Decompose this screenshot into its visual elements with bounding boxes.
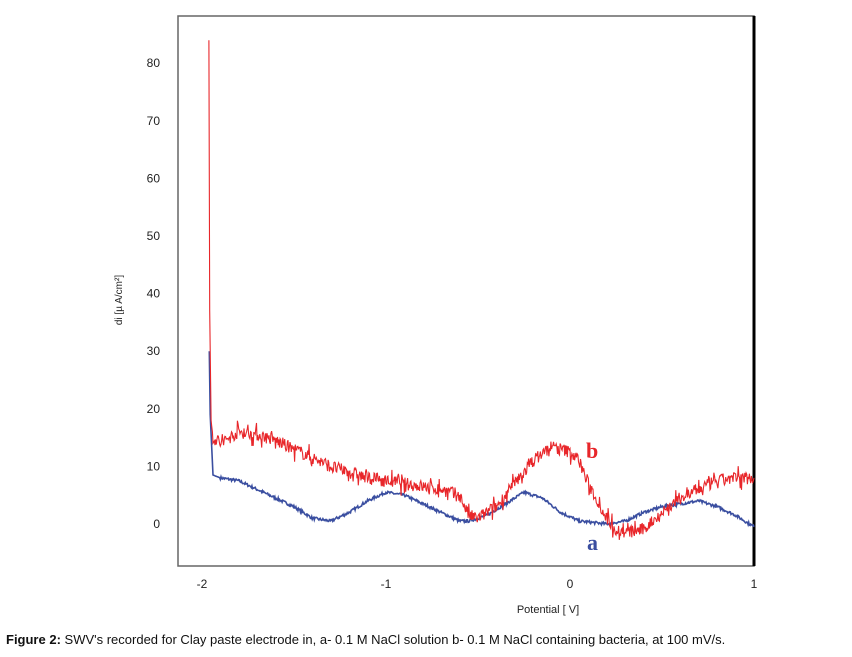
y-tick-label: 10 — [147, 459, 161, 473]
x-tick-label: -1 — [381, 577, 392, 591]
y-tick-label: 20 — [147, 402, 161, 416]
y-tick-label: 80 — [147, 56, 161, 70]
x-tick-label: 0 — [567, 577, 574, 591]
caption-label: Figure 2: — [6, 632, 61, 647]
x-tick-label: -2 — [197, 577, 208, 591]
series-line-b — [208, 40, 755, 540]
y-tick-label: 30 — [147, 344, 161, 358]
x-axis-label: Potential [ V] — [517, 604, 579, 616]
series-line-a — [208, 351, 755, 528]
y-axis-label: di [µ A/cm²] — [114, 275, 125, 325]
plot-frame — [177, 15, 755, 567]
series-label-a: a — [587, 530, 598, 555]
y-tick-label: 40 — [147, 287, 161, 301]
y-tick-label: 70 — [147, 114, 161, 128]
figure-caption: Figure 2: SWV's recorded for Clay paste … — [6, 632, 725, 647]
y-tick-label: 0 — [153, 517, 160, 531]
y-tick-label: 50 — [147, 229, 161, 243]
x-tick-label: 1 — [751, 577, 758, 591]
y-tick-label: 60 — [147, 171, 161, 185]
series-label-b: b — [586, 438, 598, 463]
caption-text: SWV's recorded for Clay paste electrode … — [60, 632, 726, 647]
